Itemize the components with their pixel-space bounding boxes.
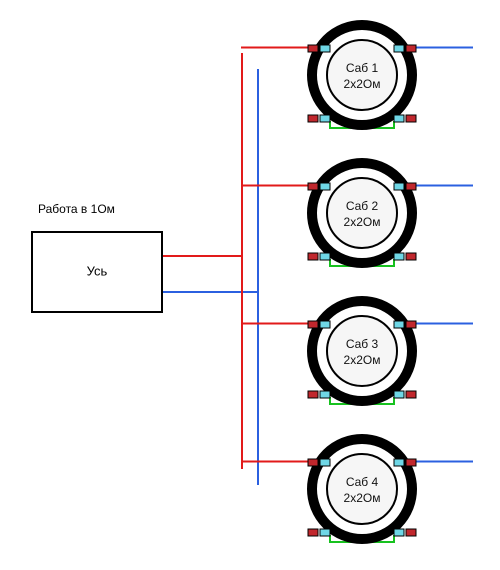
sub1: Саб 1 2х2Ом [308, 25, 416, 125]
term-tr-inner [394, 321, 404, 328]
mode-caption: Работа в 1Ом [38, 202, 115, 216]
term-tr-outer [406, 459, 416, 466]
sub-label-1: Саб 3 [346, 337, 379, 351]
sub-label-1: Саб 2 [346, 199, 379, 213]
amplifier: Усь [32, 232, 162, 312]
sub-label-2: 2х2Ом [344, 491, 381, 505]
term-tr-outer [406, 321, 416, 328]
term-tl-outer [308, 321, 318, 328]
term-tr-inner [394, 45, 404, 52]
term-tl-inner [320, 321, 330, 328]
term-br-inner [394, 115, 404, 122]
amplifier-label: Усь [87, 263, 108, 278]
term-tr-inner [394, 459, 404, 466]
term-bl-outer [308, 529, 318, 536]
term-bl-inner [320, 529, 330, 536]
sub4: Саб 4 2х2Ом [308, 439, 416, 539]
term-tr-outer [406, 183, 416, 190]
term-tl-outer [308, 459, 318, 466]
term-bl-inner [320, 115, 330, 122]
term-tr-outer [406, 45, 416, 52]
sub-label-2: 2х2Ом [344, 215, 381, 229]
term-br-inner [394, 253, 404, 260]
term-tl-outer [308, 183, 318, 190]
term-bl-outer [308, 253, 318, 260]
term-br-inner [394, 391, 404, 398]
term-bl-inner [320, 253, 330, 260]
sub2: Саб 2 2х2Ом [308, 163, 416, 263]
term-br-outer [406, 115, 416, 122]
term-tl-inner [320, 459, 330, 466]
sub-label-2: 2х2Ом [344, 77, 381, 91]
term-br-outer [406, 529, 416, 536]
sub3: Саб 3 2х2Ом [308, 301, 416, 401]
sub-label-1: Саб 1 [346, 61, 379, 75]
term-br-outer [406, 391, 416, 398]
term-tl-inner [320, 183, 330, 190]
term-tl-inner [320, 45, 330, 52]
sub-label-2: 2х2Ом [344, 353, 381, 367]
term-bl-inner [320, 391, 330, 398]
term-br-inner [394, 529, 404, 536]
term-br-outer [406, 253, 416, 260]
term-bl-outer [308, 391, 318, 398]
term-bl-outer [308, 115, 318, 122]
sub-label-1: Саб 4 [346, 475, 379, 489]
term-tr-inner [394, 183, 404, 190]
term-tl-outer [308, 45, 318, 52]
